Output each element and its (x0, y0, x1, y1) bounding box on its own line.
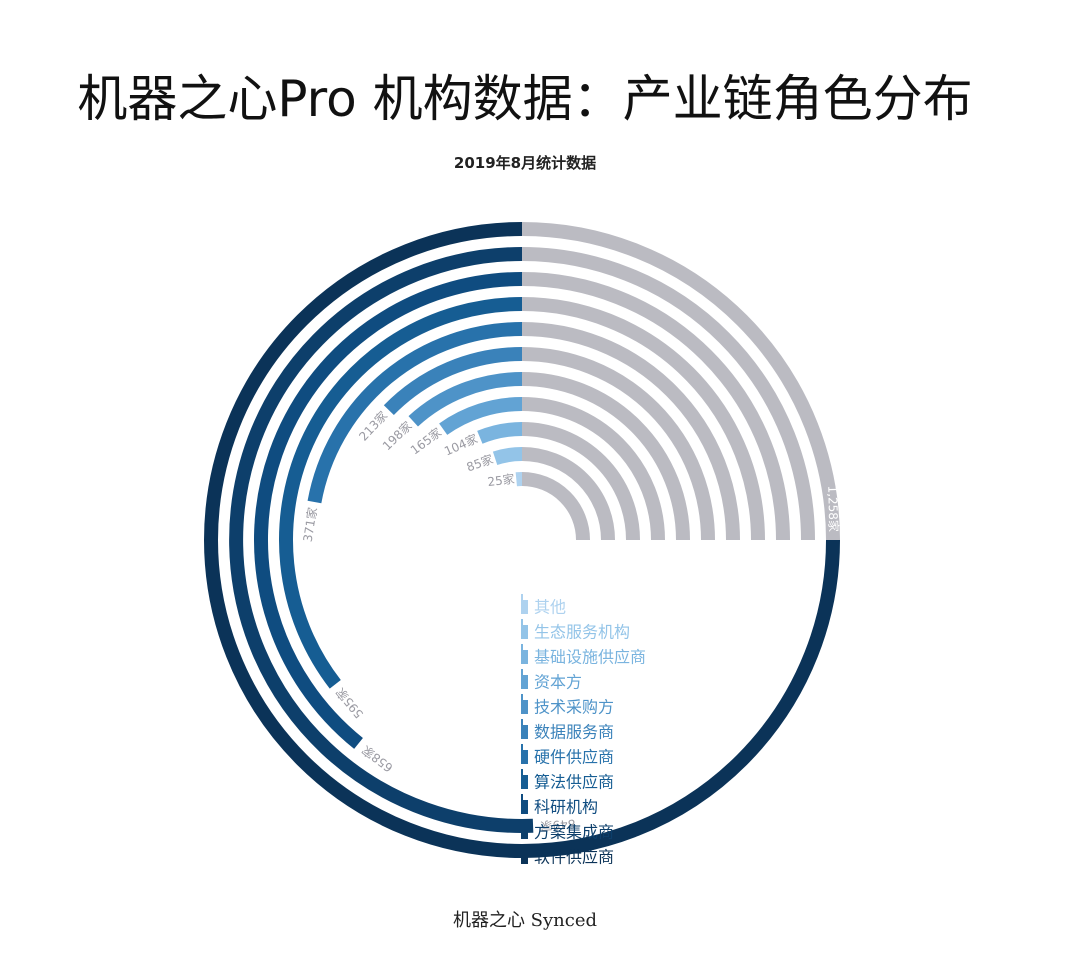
category-label-2: 方案集成商 (534, 823, 614, 842)
bar-join-1 (521, 844, 523, 864)
bar-join-5 (521, 744, 523, 764)
bar-4 (279, 297, 523, 689)
page-title: 机器之心Pro 机构数据：产业链角色分布 (77, 70, 973, 128)
track-6 (521, 347, 715, 541)
bar-tail-9 (522, 650, 528, 664)
value-label-11: 25家 (487, 471, 516, 489)
bar-tail-4 (522, 775, 528, 789)
value-label-1: 1,258家 (825, 485, 841, 532)
track-3 (521, 272, 790, 541)
bar-tail-10 (522, 625, 528, 639)
bar-join-7 (521, 694, 523, 714)
category-label-7: 技术采购方 (534, 698, 614, 717)
bar-tail-5 (522, 750, 528, 764)
bar-6 (383, 347, 523, 416)
label-connectors (521, 594, 528, 864)
value-label-2: 849家 (540, 817, 576, 834)
category-label-8: 资本方 (534, 673, 582, 692)
category-label-1: 软件供应商 (534, 848, 614, 867)
track-7 (521, 372, 690, 541)
bar-7 (408, 372, 523, 427)
bar-join-11 (521, 594, 523, 614)
bar-2 (229, 247, 534, 833)
category-label-5: 硬件供应商 (534, 748, 614, 767)
value-label-10: 85家 (464, 451, 495, 474)
bar-tail-6 (522, 725, 528, 739)
category-label-11: 其他 (534, 598, 566, 617)
bar-8 (439, 397, 523, 435)
background-tracks (521, 222, 840, 541)
bar-9 (477, 422, 523, 444)
bar-3 (254, 272, 523, 749)
track-2 (521, 247, 815, 541)
category-labels: 软件供应商 方案集成商 科研机构 算法供应商 硬件供应商 数据服务商 技术采购方 资本方 基础设… (534, 598, 646, 867)
bar-join-10 (521, 619, 523, 639)
bar-join-9 (521, 644, 523, 664)
bar-arcs (204, 222, 840, 858)
bar-tail-8 (522, 675, 528, 689)
bar-tail-3 (522, 800, 528, 814)
bar-join-2 (521, 819, 523, 839)
footer-credit: 机器之心 Synced (452, 910, 598, 931)
category-label-10: 生态服务机构 (534, 623, 630, 642)
bar-1 (204, 222, 840, 858)
bar-10 (492, 447, 523, 466)
bar-tail-7 (522, 700, 528, 714)
bar-join-8 (521, 669, 523, 689)
category-label-9: 基础设施供应商 (534, 648, 646, 667)
bar-5 (307, 322, 523, 504)
bar-tail-11 (522, 600, 528, 614)
category-label-6: 数据服务商 (534, 723, 614, 742)
bar-join-4 (521, 769, 523, 789)
track-10 (521, 447, 615, 541)
track-11 (521, 472, 590, 541)
page-subtitle: 2019年8月统计数据 (453, 154, 597, 172)
track-8 (521, 397, 665, 541)
value-label-9: 104家 (442, 431, 480, 459)
category-label-4: 算法供应商 (534, 773, 614, 792)
track-1 (521, 222, 840, 541)
bar-join-6 (521, 719, 523, 739)
track-9 (521, 422, 640, 541)
bar-tail-1 (522, 850, 528, 864)
track-5 (521, 322, 740, 541)
bar-tail-2 (522, 825, 528, 839)
bar-join-3 (521, 794, 523, 814)
track-4 (521, 297, 765, 541)
category-label-3: 科研机构 (534, 798, 598, 817)
value-label-5: 371家 (300, 506, 320, 543)
